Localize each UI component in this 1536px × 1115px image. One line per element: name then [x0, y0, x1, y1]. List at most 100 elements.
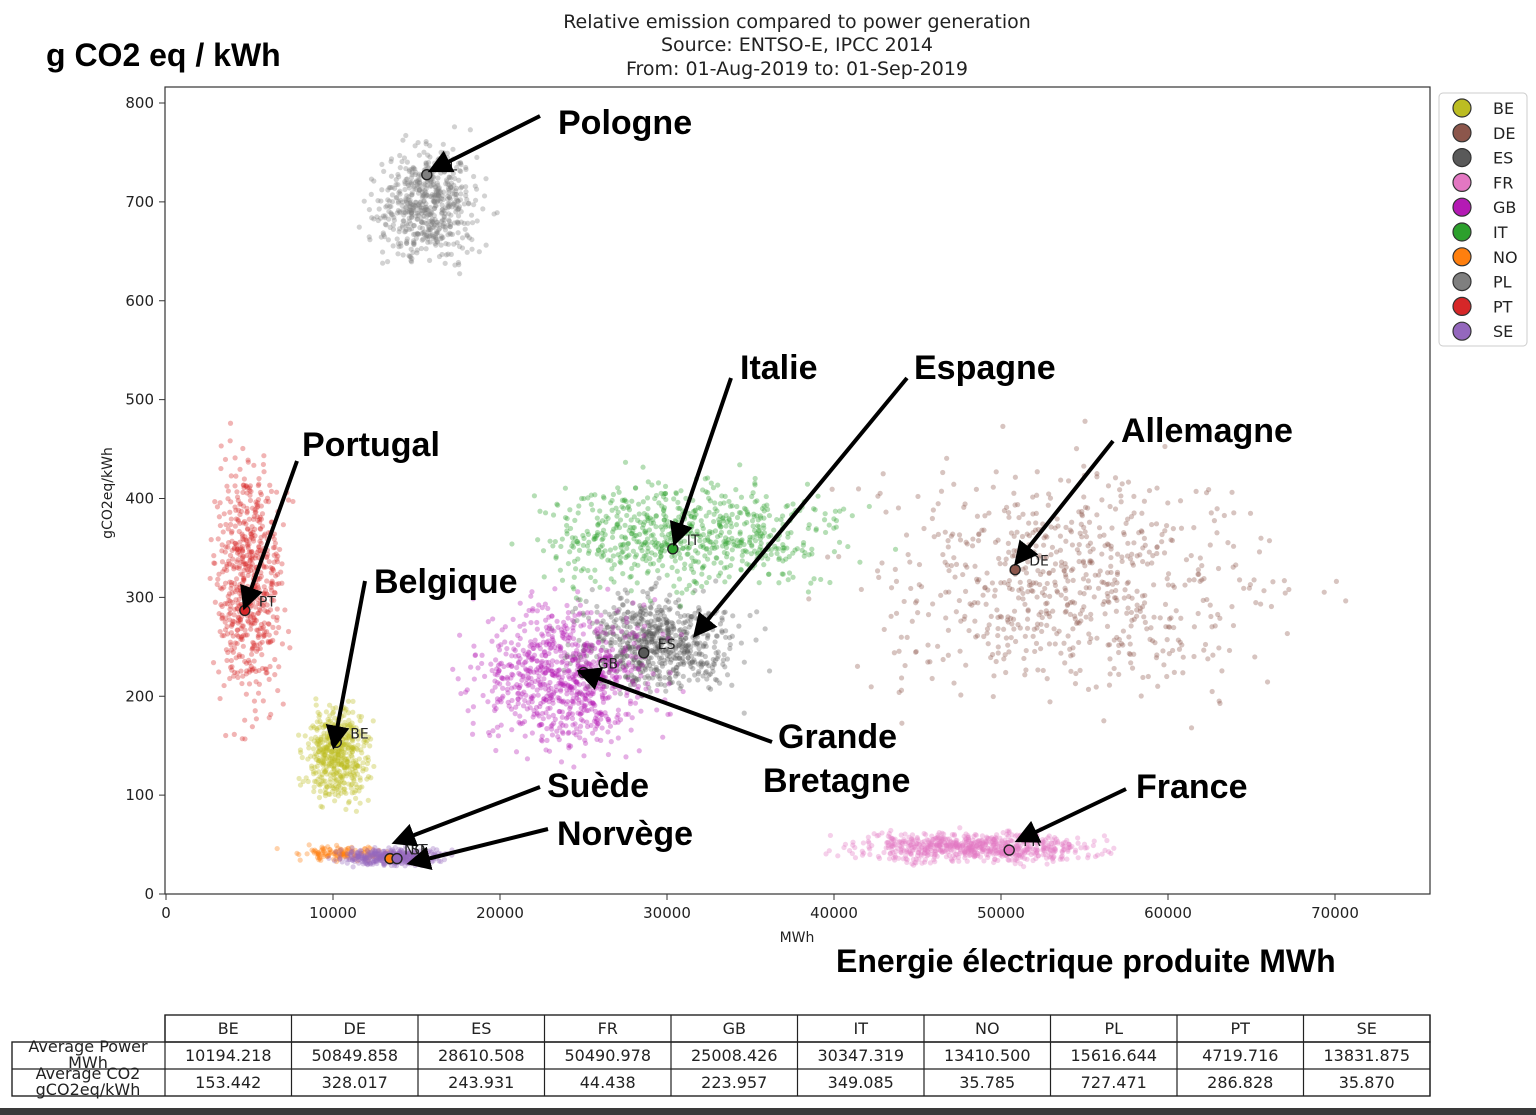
scatter-point-es: [644, 634, 650, 640]
scatter-point-fr: [954, 844, 960, 850]
scatter-point-pl: [432, 160, 438, 166]
scatter-point-es: [626, 645, 633, 651]
scatter-point-es: [692, 588, 698, 594]
scatter-point-es: [695, 608, 702, 614]
scatter-point-pl: [397, 191, 403, 197]
scatter-point-de: [1076, 558, 1082, 565]
scatter-point-de: [986, 622, 992, 628]
scatter-point-it: [550, 543, 556, 549]
scatter-point-es: [585, 615, 592, 621]
scatter-point-gb: [485, 619, 491, 625]
scatter-point-es: [642, 675, 648, 681]
scatter-point-de: [1094, 471, 1100, 477]
scatter-point-es: [635, 665, 641, 671]
scatter-point-be: [322, 790, 328, 796]
scatter-point-de: [1033, 580, 1039, 586]
scatter-point-es: [647, 630, 654, 637]
scatter-point-de: [1118, 499, 1124, 505]
scatter-point-de: [880, 471, 886, 477]
scatter-point-fr: [960, 843, 966, 849]
scatter-point-gb: [558, 627, 564, 633]
scatter-point-fr: [1111, 845, 1117, 851]
scatter-point-it: [722, 535, 729, 541]
scatter-point-es: [655, 673, 661, 679]
scatter-point-de: [1072, 680, 1079, 687]
scatter-point-it: [627, 574, 633, 580]
scatter-point-gb: [527, 705, 533, 711]
scatter-point-it: [614, 513, 620, 519]
scatter-point-be: [336, 781, 342, 787]
scatter-point-es: [674, 610, 681, 616]
scatter-point-de: [976, 531, 982, 537]
scatter-point-es: [659, 621, 665, 628]
scatter-point-fr: [950, 842, 956, 849]
scatter-point-es: [622, 587, 628, 593]
scatter-point-gb: [577, 735, 583, 741]
scatter-point-es: [634, 639, 640, 645]
scatter-point-es: [659, 661, 665, 667]
scatter-point-be: [344, 759, 351, 765]
scatter-point-es: [670, 625, 677, 631]
scatter-point-no: [297, 857, 303, 863]
scatter-point-it: [752, 538, 759, 544]
scatter-point-it: [540, 548, 547, 554]
scatter-point-de: [1171, 624, 1177, 631]
scatter-point-es: [636, 619, 642, 625]
scatter-point-de: [1016, 587, 1022, 593]
scatter-point-be: [332, 754, 339, 760]
scatter-point-be: [341, 764, 347, 770]
scatter-point-es: [682, 619, 688, 625]
scatter-point-gb: [524, 652, 530, 658]
scatter-point-pt: [228, 473, 234, 479]
scatter-point-de: [1009, 586, 1015, 593]
scatter-point-de: [1044, 580, 1050, 587]
scatter-point-it: [605, 557, 611, 563]
scatter-point-it: [764, 502, 770, 508]
scatter-point-fr: [970, 837, 976, 843]
scatter-point-fr: [1034, 841, 1040, 847]
scatter-point-es: [719, 615, 725, 621]
scatter-point-de: [921, 525, 927, 532]
scatter-point-be: [342, 719, 348, 726]
scatter-point-it: [780, 545, 786, 551]
scatter-point-de: [1045, 502, 1051, 508]
scatter-point-de: [898, 687, 905, 693]
scatter-point-be: [336, 780, 342, 786]
scatter-point-it: [776, 580, 782, 586]
scatter-point-fr: [945, 843, 952, 849]
scatter-point-es: [696, 645, 702, 652]
scatter-point-de: [1129, 617, 1135, 623]
scatter-point-pl: [440, 141, 446, 147]
scatter-point-gb: [470, 704, 477, 710]
scatter-point-fr: [1055, 840, 1061, 846]
scatter-point-es: [639, 616, 645, 622]
scatter-point-de: [927, 659, 933, 665]
scatter-point-de: [1079, 511, 1085, 517]
scatter-point-be: [302, 733, 308, 739]
scatter-point-fr: [1033, 855, 1039, 862]
scatter-point-be: [316, 748, 322, 755]
scatter-point-be: [354, 762, 360, 769]
scatter-point-de: [1005, 614, 1011, 620]
scatter-point-fr: [935, 836, 941, 843]
scatter-point-be: [322, 752, 328, 758]
scatter-point-it: [655, 568, 661, 574]
scatter-point-de: [976, 531, 982, 538]
scatter-point-fr: [944, 842, 950, 848]
scatter-point-be: [310, 769, 317, 775]
scatter-point-it: [723, 523, 729, 529]
scatter-point-es: [629, 618, 635, 624]
scatter-point-es: [654, 645, 660, 651]
scatter-point-de: [1046, 570, 1052, 576]
scatter-point-be: [355, 742, 361, 748]
scatter-point-gb: [541, 676, 547, 682]
scatter-point-gb: [570, 674, 576, 680]
scatter-point-fr: [1008, 838, 1014, 844]
scatter-point-it: [718, 529, 725, 536]
scatter-point-de: [1088, 635, 1094, 642]
scatter-point-de: [966, 627, 972, 634]
scatter-point-es: [665, 648, 671, 655]
scatter-point-it: [800, 542, 807, 548]
scatter-point-es: [625, 645, 632, 651]
scatter-point-de: [1003, 556, 1009, 562]
